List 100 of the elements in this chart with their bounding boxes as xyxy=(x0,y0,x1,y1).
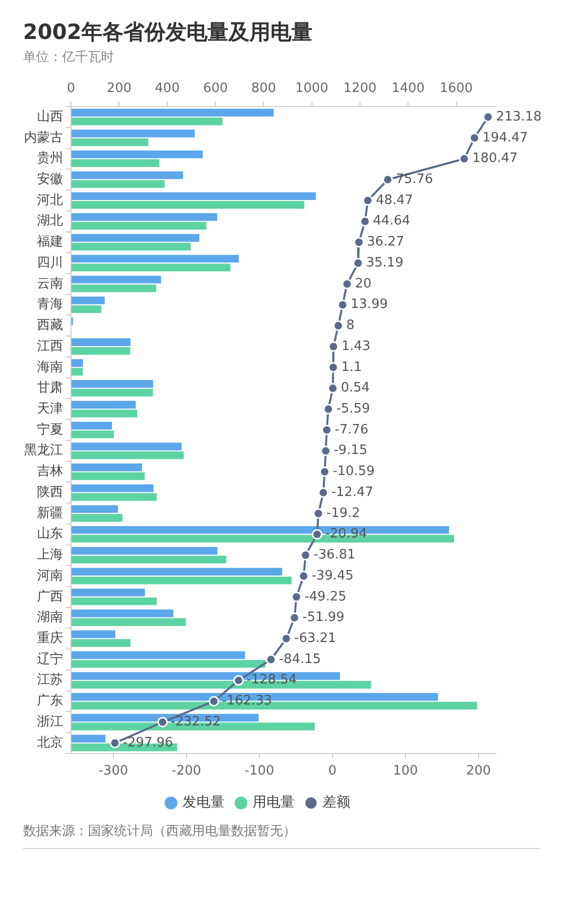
y-tick-label: 辽宁 xyxy=(37,650,63,667)
x-tick-label: -100 xyxy=(244,764,274,779)
point xyxy=(337,300,348,310)
data-label: -36.81 xyxy=(314,548,356,563)
legend-label: 发电量 xyxy=(182,794,224,811)
y-tick-label: 重庆 xyxy=(37,631,63,646)
point xyxy=(233,675,244,686)
data-label: 75.76 xyxy=(396,172,433,187)
y-tick-label: 上海 xyxy=(37,548,63,563)
y-tick-label: 河南 xyxy=(37,568,63,584)
data-label: -12.47 xyxy=(331,484,374,500)
point xyxy=(208,696,220,706)
y-tick-label: 陕西 xyxy=(37,484,63,500)
data-label: 8 xyxy=(346,318,355,334)
chart-title: 2002年各省份发电量及用电量 xyxy=(23,19,312,46)
data-label: -49.25 xyxy=(304,589,346,604)
y-tick-label: 内蒙古 xyxy=(24,130,63,146)
y-tick-label: 江苏 xyxy=(37,672,63,688)
point xyxy=(266,654,276,665)
point xyxy=(319,466,330,477)
data-label: -9.15 xyxy=(334,443,368,458)
data-label: 1.43 xyxy=(341,338,370,354)
source-note: 数据来源：国家统计局（西藏用电量数据暂无） xyxy=(23,823,297,841)
point xyxy=(342,278,352,290)
data-label: 0.54 xyxy=(340,380,370,396)
point xyxy=(318,487,329,498)
x2-tick-label: 0 xyxy=(66,81,76,96)
y-tick-label: 天津 xyxy=(37,402,63,417)
point xyxy=(328,383,338,394)
data-label: 13.99 xyxy=(350,297,388,312)
point xyxy=(291,592,302,602)
data-label: 20 xyxy=(355,276,372,292)
y-tick-label: 甘肃 xyxy=(37,380,63,396)
y-tick-label: 黑龙江 xyxy=(24,443,63,458)
point xyxy=(482,112,494,122)
point xyxy=(312,529,322,540)
point xyxy=(469,132,480,144)
data-label: 48.47 xyxy=(376,192,414,208)
y-tick-label: 山西 xyxy=(37,109,63,124)
x-tick-label: -200 xyxy=(172,764,202,779)
data-label: 180.47 xyxy=(472,151,518,166)
x-tick-label: -300 xyxy=(98,764,128,779)
x2-tick-label: 400 xyxy=(154,81,180,96)
point xyxy=(354,236,364,248)
y-tick-label: 山东 xyxy=(37,526,63,542)
point xyxy=(110,738,120,748)
legend-label: 差额 xyxy=(322,794,350,811)
data-label: 35.19 xyxy=(366,255,404,270)
y-tick-label: 北京 xyxy=(37,735,63,750)
x2-tick-label: 1000 xyxy=(295,81,328,96)
data-label: -84.15 xyxy=(278,652,321,667)
y-tick-label: 吉林 xyxy=(37,464,63,480)
y-tick-label: 安徽 xyxy=(37,171,63,187)
point xyxy=(360,216,370,227)
y-tick-label: 新疆 xyxy=(37,506,63,521)
y-tick-label: 云南 xyxy=(37,276,63,292)
data-label: 44.64 xyxy=(373,214,410,229)
data-label: -19.2 xyxy=(326,506,360,521)
data-label: 213.18 xyxy=(496,109,542,124)
point xyxy=(382,174,393,185)
y-tick-label: 广东 xyxy=(37,694,63,709)
chart-subtitle: 单位：亿千瓦时 xyxy=(23,49,114,66)
data-label: 36.27 xyxy=(366,234,404,250)
y-tick-label: 海南 xyxy=(37,360,63,375)
data-label: 1.1 xyxy=(341,360,362,375)
y-tick-label: 湖南 xyxy=(37,610,63,626)
data-label: -7.76 xyxy=(334,422,368,438)
data-label: -39.45 xyxy=(312,568,354,584)
point xyxy=(289,612,300,624)
data-label: -51.99 xyxy=(302,610,344,626)
y-tick-label: 四川 xyxy=(37,255,63,270)
x-tick-label: 0 xyxy=(328,764,337,779)
y-tick-label: 宁夏 xyxy=(37,421,63,438)
point xyxy=(298,570,309,582)
data-label: 194.47 xyxy=(482,130,528,146)
point xyxy=(323,404,334,414)
point xyxy=(157,716,168,728)
point xyxy=(352,258,364,268)
y-tick-label: 贵州 xyxy=(37,151,63,166)
data-label: -63.21 xyxy=(294,631,336,646)
x2-tick-label: 1400 xyxy=(392,81,425,96)
y-tick-label: 广西 xyxy=(37,589,63,604)
data-label: -10.59 xyxy=(332,464,375,480)
point xyxy=(313,508,324,519)
point xyxy=(328,341,339,352)
point xyxy=(362,195,374,206)
y-tick-label: 西藏 xyxy=(37,318,63,334)
y-tick-label: 江西 xyxy=(37,338,63,354)
y-tick-label: 福建 xyxy=(37,234,63,250)
x-tick-label: 100 xyxy=(393,764,418,779)
y-tick-label: 浙江 xyxy=(37,714,63,730)
point xyxy=(300,550,311,560)
y-tick-label: 青海 xyxy=(37,297,63,312)
x2-tick-label: 800 xyxy=(251,81,276,96)
x2-tick-label: 600 xyxy=(203,81,228,96)
data-label: -5.59 xyxy=(336,402,370,417)
legend-label: 用电量 xyxy=(252,794,294,811)
x-tick-label: 200 xyxy=(466,764,491,779)
x2-tick-label: 1200 xyxy=(343,81,376,96)
x2-tick-label: 1600 xyxy=(440,81,473,96)
